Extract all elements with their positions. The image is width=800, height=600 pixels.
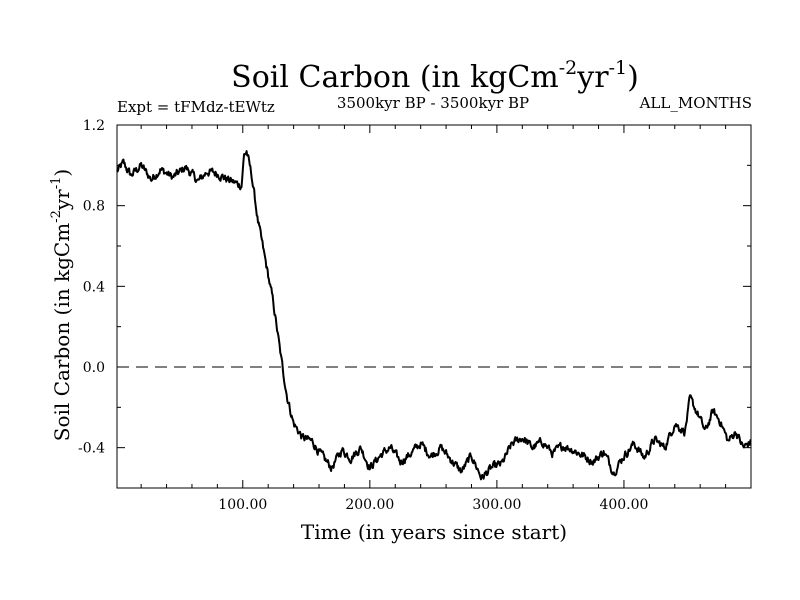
y-axis-label: Soil Carbon (in kgCm-2yr-1): [49, 169, 74, 441]
x-tick-label: 200.00: [345, 497, 394, 513]
x-axis-label: Time (in years since start): [301, 520, 567, 544]
x-tick-labels: 100.00 200.00 300.00 400.00: [218, 497, 648, 513]
x-tick-label: 400.00: [599, 497, 648, 513]
soil-carbon-series-line: [116, 150, 752, 481]
axis-ticks: [117, 124, 751, 489]
y-tick-label: 0.0: [83, 360, 105, 376]
y-tick-label: 1.2: [83, 118, 105, 134]
y-tick-label: 0.4: [83, 279, 105, 295]
chart-title: Soil Carbon (in kgCm-2yr-1): [231, 57, 639, 95]
x-tick-label: 100.00: [218, 497, 267, 513]
experiment-label: Expt = tFMdz-tEWtz: [117, 98, 275, 116]
y-tick-labels: 1.2 0.8 0.4 0.0 -0.4: [78, 118, 105, 457]
plot-frame: [116, 124, 752, 489]
x-tick-label: 300.00: [472, 497, 521, 513]
y-tick-label: -0.4: [78, 441, 105, 457]
months-label: ALL_MONTHS: [639, 94, 752, 112]
y-tick-label: 0.8: [83, 199, 105, 215]
period-label: 3500kyr BP - 3500kyr BP: [337, 94, 529, 112]
